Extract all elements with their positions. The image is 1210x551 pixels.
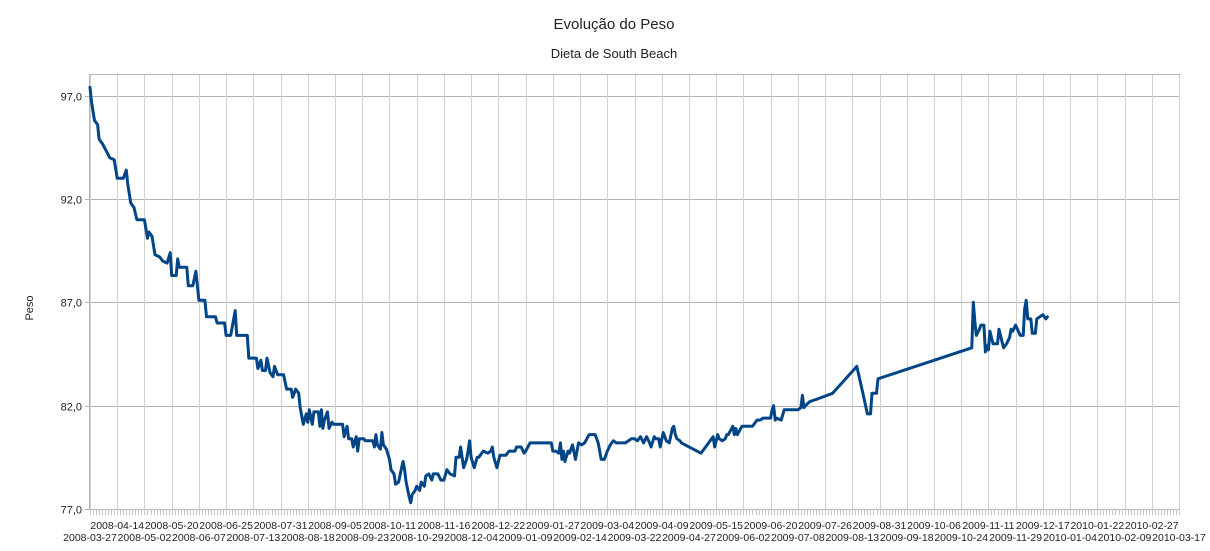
x-tick-label: 2008-05-20	[145, 520, 199, 532]
x-tick-label: 2009-08-31	[853, 520, 907, 532]
x-tick-label: 2010-02-09	[1098, 532, 1152, 544]
x-tick-label: 2008-07-13	[226, 532, 280, 544]
x-tick-label: 2009-06-20	[744, 520, 798, 532]
y-tick-label: 97,0	[61, 92, 82, 104]
x-tick-label: 2009-01-09	[499, 532, 553, 544]
chart-subtitle: Dieta de South Beach	[551, 46, 677, 61]
x-tick-label: 2008-07-31	[254, 520, 308, 532]
x-tick-label: 2009-09-18	[880, 532, 934, 544]
x-tick-label: 2008-04-14	[90, 520, 144, 532]
x-tick-label: 2009-03-04	[580, 520, 634, 532]
x-axis-tick-labels: 2008-04-14 2008-05-20 2008-06-25 2008-07-31…	[63, 520, 1206, 544]
x-tick-label: 2010-03-17	[1152, 532, 1206, 544]
x-tick-label: 2009-01-27	[526, 520, 580, 532]
x-axis-ticks	[90, 509, 1180, 515]
x-tick-label: 2009-06-02	[717, 532, 771, 544]
x-tick-label: 2008-08-18	[281, 532, 335, 544]
chart-title: Evolução do Peso	[554, 16, 675, 33]
x-tick-label: 2008-06-07	[172, 532, 226, 544]
x-tick-label: 2008-12-22	[472, 520, 526, 532]
x-tick-label: 2009-12-17	[1016, 520, 1070, 532]
x-tick-label: 2008-05-02	[118, 532, 172, 544]
x-tick-label: 2009-10-24	[934, 532, 988, 544]
x-tick-label: 2009-03-22	[608, 532, 662, 544]
x-tick-label: 2009-08-13	[825, 532, 879, 544]
weight-series-line	[88, 85, 1049, 505]
x-tick-label: 2009-04-09	[635, 520, 689, 532]
x-tick-label: 2010-02-27	[1125, 520, 1179, 532]
y-axis-ticks: 77,0 82,0 87,0 92,0 97,0	[61, 92, 90, 517]
x-tick-label: 2009-07-26	[798, 520, 852, 532]
y-axis-label: Peso	[24, 295, 36, 320]
x-tick-label: 2008-10-29	[390, 532, 444, 544]
gridlines	[90, 75, 1180, 509]
x-tick-label: 2010-01-22	[1070, 520, 1124, 532]
x-tick-label: 2009-10-06	[907, 520, 961, 532]
x-tick-label: 2009-11-11	[962, 520, 1014, 532]
y-tick-label: 92,0	[61, 195, 82, 207]
y-tick-label: 87,0	[61, 298, 82, 310]
x-tick-label: 2009-05-15	[689, 520, 743, 532]
x-tick-label: 2008-11-16	[417, 520, 470, 532]
x-tick-label: 2009-02-14	[553, 532, 607, 544]
x-tick-label: 2008-09-05	[308, 520, 362, 532]
x-tick-label: 2008-03-27	[63, 532, 117, 544]
x-tick-label: 2009-04-27	[662, 532, 716, 544]
x-tick-label: 2008-06-25	[199, 520, 253, 532]
y-tick-label: 82,0	[61, 402, 82, 414]
x-tick-label: 2010-01-04	[1043, 532, 1097, 544]
plot-area	[89, 74, 1180, 510]
x-tick-label: 2009-07-08	[771, 532, 825, 544]
x-tick-label: 2008-10-11	[363, 520, 416, 532]
x-tick-label: 2008-12-04	[444, 532, 498, 544]
x-tick-label: 2008-09-23	[335, 532, 389, 544]
x-tick-label: 2009-11-29	[989, 532, 1042, 544]
y-tick-label: 77,0	[61, 505, 82, 517]
